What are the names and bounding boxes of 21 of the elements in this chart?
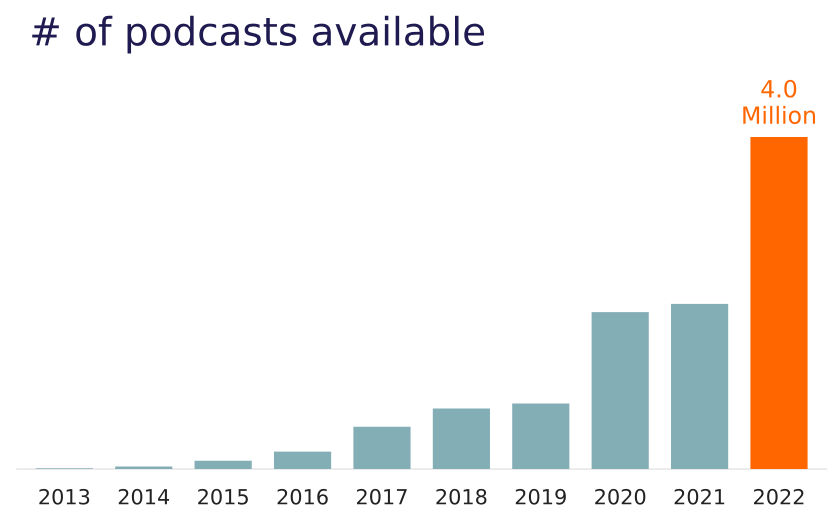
x-tick-label: 2022	[754, 488, 804, 505]
x-tick-label: 2019	[516, 488, 566, 505]
x-tick-label: 2013	[39, 488, 90, 505]
bar	[194, 460, 252, 470]
bar	[750, 137, 808, 470]
x-tick-label: 2020	[595, 488, 646, 505]
chart-title: # of podcasts available	[32, 16, 484, 54]
bar	[274, 452, 332, 470]
bar	[353, 426, 411, 470]
x-tick-label: 2021	[674, 488, 724, 505]
x-tick-label: 2016	[278, 488, 328, 505]
x-tick-label: 2015	[198, 488, 248, 505]
bar	[671, 304, 728, 470]
data-label: 4.0 Million	[743, 80, 816, 124]
bar	[592, 312, 649, 470]
bar	[115, 466, 172, 470]
bar	[432, 408, 490, 470]
x-tick-label: 2014	[118, 488, 170, 505]
x-tick-label: 2017	[356, 488, 407, 505]
x-tick-label: 2018	[436, 488, 486, 505]
bar	[512, 403, 570, 470]
